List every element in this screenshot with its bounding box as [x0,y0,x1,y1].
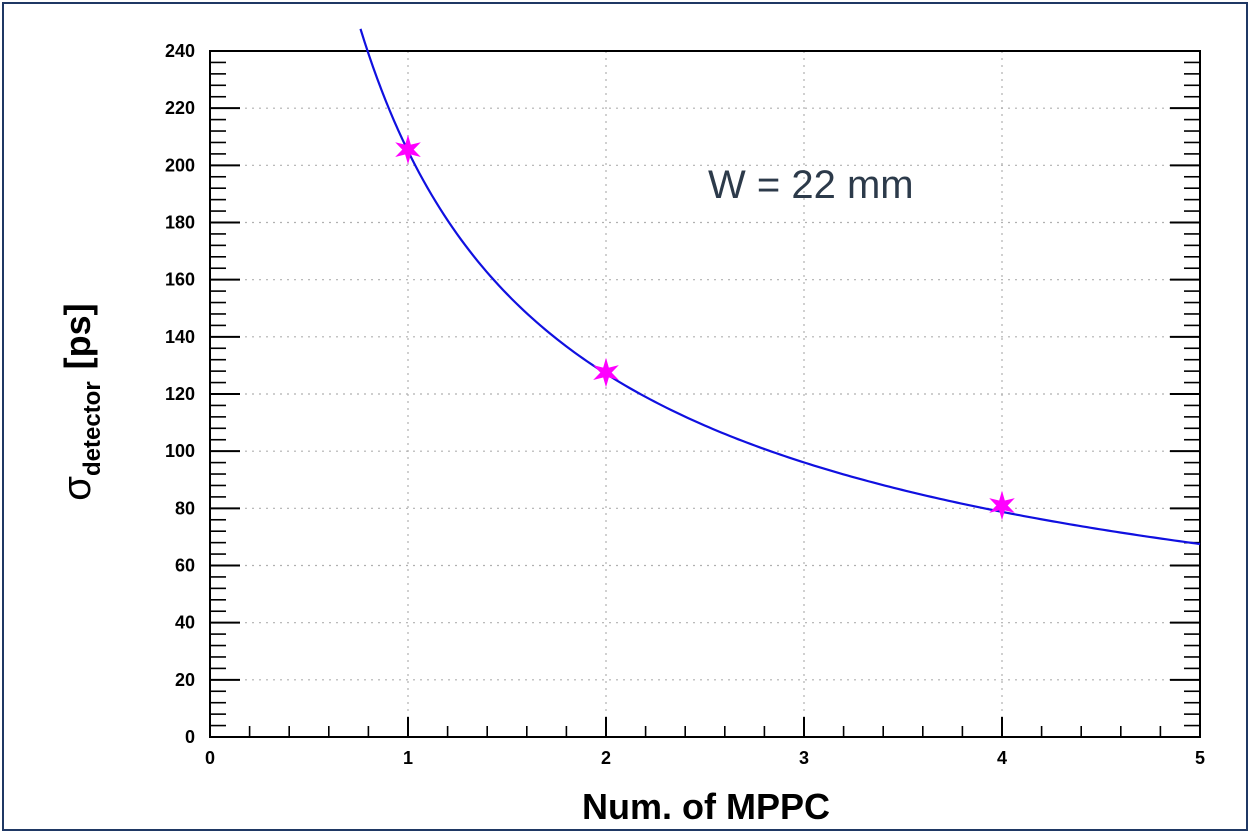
data-point-star [395,134,421,165]
y-tick-label: 220 [165,98,195,118]
y-tick-label: 0 [185,727,195,747]
y-tick-label: 80 [175,498,195,518]
svg-text:σdetector[ps]: σdetector [ps] [55,303,106,500]
y-tick-label: 40 [175,613,195,633]
y-tick-label: 60 [175,556,195,576]
x-tick-label: 3 [799,748,809,768]
data-points [395,134,1015,521]
y-axis-subscript: detector [79,381,106,476]
x-tick-label: 4 [997,748,1007,768]
y-tick-label: 180 [165,213,195,233]
y-tick-label: 100 [165,441,195,461]
data-point-star [593,357,619,388]
x-tick-label: 1 [403,748,413,768]
y-tick-label: 140 [165,327,195,347]
x-tick-labels: 0 1 2 3 4 5 [205,748,1205,768]
y-axis-symbol: σ [55,476,99,501]
annotation-label: W = 22 mm [708,163,914,207]
x-tick-label: 2 [601,748,611,768]
y-tick-label: 240 [165,41,195,61]
minor-ticks [210,61,1200,737]
y-tick-label: 20 [175,670,195,690]
major-ticks [209,50,1201,738]
x-tick-label: 5 [1195,748,1205,768]
fit-curve [359,28,1201,546]
y-axis-title: σdetector [ps] [55,303,106,500]
x-axis-title: Num. of MPPC [582,786,830,827]
chart: 0 20 40 60 80 100 120 140 160 180 200 220 240 0 1 2 3 4 5… [55,28,1205,827]
x-tick-label: 0 [205,748,215,768]
y-tick-labels: 0 20 40 60 80 100 120 140 160 180 200 220 240 [165,41,195,747]
data-point-star [989,490,1015,521]
y-tick-label: 160 [165,270,195,290]
y-tick-label: 200 [165,155,195,175]
grid-lines [210,51,1200,737]
y-tick-label: 120 [165,384,195,404]
y-axis-unit: [ps] [57,303,98,369]
